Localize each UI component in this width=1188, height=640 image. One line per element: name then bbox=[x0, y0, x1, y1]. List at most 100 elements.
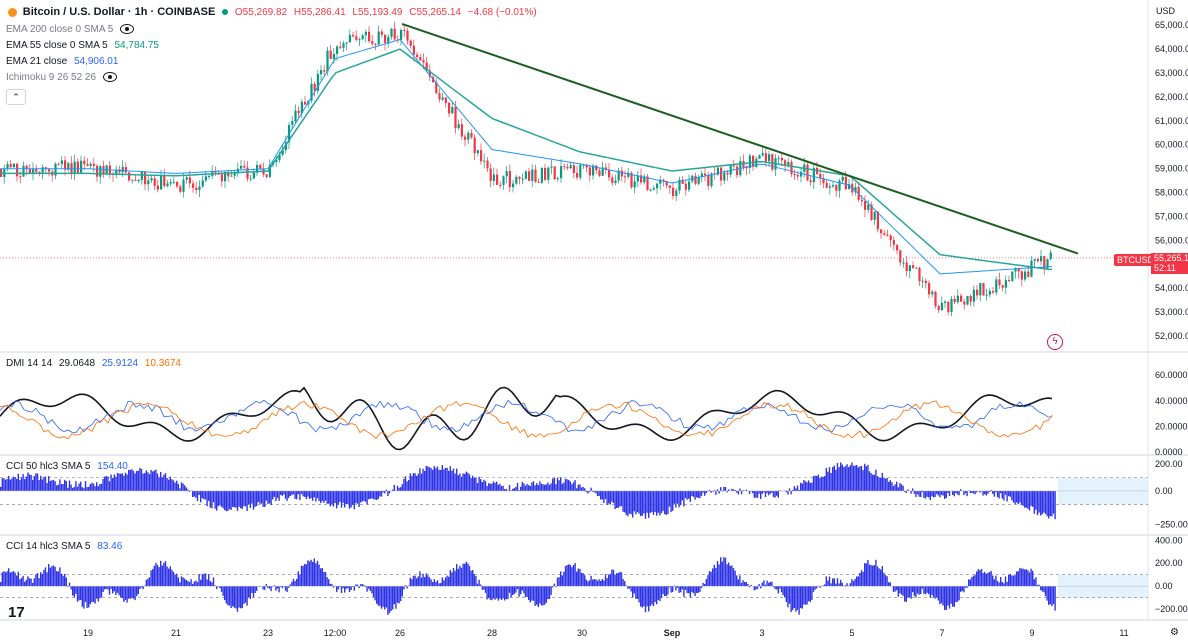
cci14-bar bbox=[385, 586, 387, 608]
candle-body bbox=[694, 175, 697, 184]
legend-dmi[interactable]: DMI 14 14 29.0648 25.9124 10.3674 bbox=[6, 358, 185, 370]
cci14-bar bbox=[398, 586, 400, 604]
legend-ema55[interactable]: EMA 55 close 0 SMA 5 54,784.75 bbox=[6, 40, 163, 52]
eye-hidden-icon[interactable] bbox=[120, 24, 135, 35]
legend-ichimoku[interactable]: Ichimoku 9 26 52 26 bbox=[6, 72, 121, 84]
cci50-bar bbox=[592, 490, 594, 492]
candle-body bbox=[646, 176, 649, 190]
cci50-bar bbox=[704, 490, 706, 496]
cci14-bar bbox=[161, 565, 163, 587]
cci50-bar bbox=[361, 490, 363, 502]
cci14-bar bbox=[507, 586, 509, 600]
candle-body bbox=[972, 289, 975, 302]
tradingview-logo[interactable]: 17 bbox=[8, 604, 25, 621]
price-axis-tick: 60,000.00 bbox=[1155, 140, 1188, 150]
legend-cci50[interactable]: CCI 50 hlc3 SMA 5 154.40 bbox=[6, 461, 132, 473]
candle-body bbox=[585, 164, 588, 168]
legend-ema21[interactable]: EMA 21 close 54,906.01 bbox=[6, 56, 122, 68]
cci50-bar bbox=[601, 490, 603, 500]
cci14-bar bbox=[360, 584, 362, 587]
cci50-bar bbox=[1033, 490, 1035, 514]
candle-body bbox=[822, 178, 825, 183]
candle-body bbox=[473, 137, 476, 154]
cci50-bar bbox=[588, 490, 591, 493]
cci50-bar bbox=[1038, 490, 1040, 513]
cci50-bar bbox=[507, 490, 509, 491]
settings-icon[interactable]: ⚙ bbox=[1170, 627, 1179, 638]
candle-body bbox=[809, 180, 812, 183]
cci14-bar bbox=[78, 586, 80, 601]
price-axis-tick: 62,000.00 bbox=[1155, 92, 1188, 102]
cci50-bar bbox=[926, 490, 928, 497]
cci50-bar bbox=[921, 490, 923, 493]
cci14-bar bbox=[862, 571, 864, 587]
candle-body bbox=[883, 233, 886, 235]
cci14-bar bbox=[656, 586, 658, 605]
cci50-bar bbox=[289, 490, 291, 496]
cci50-bar bbox=[556, 477, 559, 491]
candle-body bbox=[697, 177, 700, 184]
cci14-bar bbox=[768, 582, 770, 587]
candle-body bbox=[294, 110, 297, 122]
cci14-bar bbox=[155, 562, 157, 587]
cci14-bar bbox=[196, 582, 199, 587]
cci14-bar bbox=[395, 586, 397, 609]
cci14-bar bbox=[374, 586, 376, 601]
open-value: O55,269.82 bbox=[234, 7, 288, 18]
cci14-bar bbox=[534, 586, 536, 606]
cci50-bar bbox=[616, 490, 618, 509]
cci14-bar bbox=[470, 570, 472, 587]
legend-cci14[interactable]: CCI 14 hlc3 SMA 5 83.46 bbox=[6, 541, 126, 553]
cci14-bar bbox=[174, 574, 176, 587]
lightning-icon[interactable]: ϟ bbox=[1047, 334, 1063, 350]
cci50-bar bbox=[676, 490, 679, 504]
cci50-bar bbox=[75, 481, 77, 491]
cci14-bar bbox=[32, 582, 34, 587]
candle-body bbox=[915, 267, 918, 269]
candle-body bbox=[704, 173, 707, 176]
eye-hidden-icon[interactable] bbox=[102, 72, 117, 83]
candle-body bbox=[835, 185, 838, 191]
cci14-bar bbox=[484, 586, 487, 593]
cci50-bar bbox=[275, 490, 277, 502]
cci50-bar bbox=[456, 468, 458, 491]
cci14-bar bbox=[587, 581, 589, 587]
cci50-bar bbox=[316, 490, 319, 499]
cci14-bar bbox=[179, 582, 181, 587]
cci50-bar bbox=[798, 489, 800, 491]
cci50-bar bbox=[270, 490, 272, 506]
cci50-bar bbox=[6, 478, 8, 491]
cci50-bar bbox=[574, 480, 576, 491]
candle-body bbox=[608, 170, 611, 178]
cci50-bar bbox=[32, 479, 34, 491]
candle-body bbox=[275, 160, 278, 163]
live-dot-icon bbox=[222, 9, 229, 16]
cci50-bar bbox=[70, 484, 72, 491]
cci50-bar bbox=[169, 476, 171, 491]
candle-body bbox=[464, 136, 467, 140]
cci14-bar bbox=[915, 586, 917, 598]
legend-ema200[interactable]: EMA 200 close 0 SMA 5 bbox=[6, 24, 138, 36]
candle-body bbox=[787, 161, 790, 166]
cci14-bar bbox=[1046, 586, 1048, 601]
cci50-bar bbox=[36, 473, 39, 491]
dmi-axis-tick: 60.0000 bbox=[1155, 370, 1188, 380]
cci14-axis-tick: −200.00 bbox=[1155, 604, 1188, 614]
cci14-bar bbox=[148, 577, 151, 587]
cci50-bar bbox=[689, 490, 691, 502]
cci50-bar bbox=[723, 486, 725, 491]
candle-body bbox=[937, 306, 940, 311]
cci50-bar bbox=[438, 469, 440, 491]
cci50-label: CCI 50 hlc3 SMA 5 bbox=[6, 461, 91, 472]
cci14-bar bbox=[1054, 586, 1056, 611]
candle-body bbox=[656, 183, 659, 189]
collapse-legend-button[interactable]: ⌃ bbox=[6, 89, 26, 105]
symbol-title[interactable]: Bitcoin / U.S. Dollar · 1h · COINBASE bbox=[22, 6, 216, 18]
cci14-bar bbox=[297, 571, 299, 587]
currency-label[interactable]: USD bbox=[1156, 6, 1176, 16]
candle-body bbox=[780, 157, 783, 161]
cci50-bar bbox=[420, 473, 423, 491]
cci14-bar bbox=[473, 574, 475, 587]
cci50-bar bbox=[17, 473, 19, 491]
